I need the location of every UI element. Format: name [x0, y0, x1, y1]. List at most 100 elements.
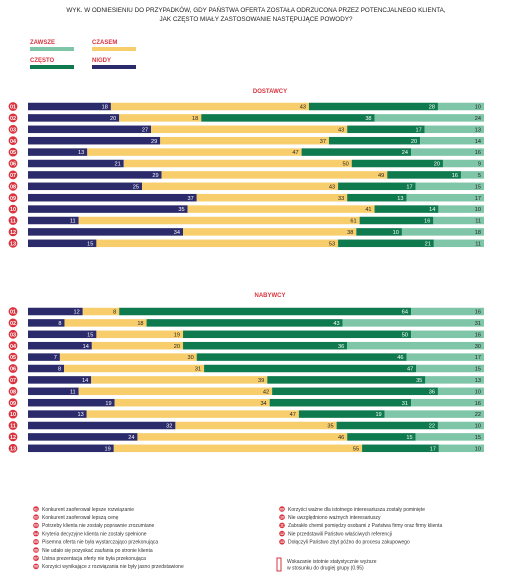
bar-value-label: 21 — [115, 162, 121, 168]
bar-segment-nigdy — [28, 330, 97, 339]
bar-value-label: 10 — [475, 207, 481, 213]
footnote-number: 13 — [280, 540, 284, 544]
bar-value-label: 17 — [430, 446, 436, 452]
bar-row-02: 02 20 18 38 24 — [8, 113, 484, 123]
bar-segment-często — [196, 353, 407, 361]
footnote-text: Konkurent zaoferował lepszą cenę — [42, 515, 119, 521]
bar-segment-czasem — [161, 171, 388, 179]
row-number: 07 — [10, 173, 16, 179]
bar-value-label: 35 — [178, 207, 184, 213]
bar-segment-zawsze — [437, 102, 484, 111]
bar-value-label: 36 — [338, 344, 344, 350]
bar-row-07: 07 14 39 35 13 — [8, 375, 484, 385]
bar-segment-czasem — [113, 444, 363, 453]
footnote-02: 02 Konkurent zaoferował lepszą cenę — [33, 514, 119, 521]
bar-value-label: 14 — [475, 139, 481, 145]
significance-note-line: w stosunku do drugiej grupy (0.95) — [287, 566, 364, 572]
bar-row-04: 04 29 37 20 14 — [8, 136, 484, 146]
bar-segment-zawsze — [416, 364, 484, 373]
row-number-badge — [8, 421, 18, 430]
bar-value-label: 19 — [375, 412, 381, 418]
legend-item-3: CZĘSTO — [30, 58, 74, 69]
row-number: 02 — [10, 321, 16, 327]
legend-label: CZASEM — [92, 40, 117, 46]
bar-value-label: 11 — [475, 219, 481, 225]
bar-segment-zawsze — [411, 148, 484, 156]
bar-segment-czasem — [142, 182, 339, 191]
bar-value-label: 27 — [142, 127, 148, 133]
bar-segment-nigdy — [28, 171, 162, 179]
bar-segment-nigdy — [28, 410, 87, 418]
row-number-badge — [8, 136, 18, 146]
bar-segment-nigdy — [28, 319, 65, 327]
bar-segment-zawsze — [420, 136, 484, 145]
row-number: 03 — [10, 127, 16, 133]
bar-value-label: 30 — [187, 355, 193, 361]
bar-value-label: 15 — [87, 241, 93, 247]
bar-value-label: 31 — [195, 367, 201, 373]
legend-label: ZAWSZE — [30, 40, 55, 46]
row-number-badge — [8, 307, 18, 316]
bar-value-label: 22 — [475, 412, 481, 418]
bar-value-label: 47 — [290, 412, 296, 418]
bar-value-label: 34 — [174, 230, 180, 236]
bar-segment-czasem — [82, 307, 120, 316]
legend-swatch — [30, 47, 74, 51]
bar-segment-czasem — [86, 410, 299, 418]
row-number-badge — [8, 432, 18, 442]
footnote-number: 03 — [34, 524, 38, 528]
bar-value-label: 21 — [425, 241, 431, 247]
footnote-text: Konkurent zaoferował lepsze rozwiązanie — [42, 507, 134, 513]
bar-segment-często — [356, 228, 402, 236]
footnote-number: 12 — [280, 532, 284, 536]
bar-segment-często — [201, 114, 375, 122]
footnote-text: Potrzeby klienta nie zostały poprawnie z… — [42, 523, 154, 529]
bar-segment-nigdy — [28, 125, 152, 134]
bar-segment-czasem — [110, 102, 309, 111]
bar-segment-zawsze — [406, 193, 484, 202]
row-number: 04 — [10, 344, 16, 350]
group-nabywcy: NABYWCY 01 12 8 64 16 02 8 18 43 31 03 15 19 50 16 04 14 2… — [8, 293, 484, 453]
bar-segment-często — [146, 319, 343, 327]
bar-value-label: 24 — [475, 116, 481, 122]
bar-value-label: 37 — [320, 139, 326, 145]
row-number: 10 — [10, 412, 16, 418]
bar-value-label: 16 — [452, 173, 458, 179]
bar-value-label: 8 — [58, 367, 61, 373]
bar-value-label: 16 — [475, 310, 481, 316]
legend-item-1: ZAWSZE — [30, 40, 74, 51]
bar-value-label: 64 — [402, 310, 408, 316]
title-line-2: JAK CZĘSTO MIAŁY ZASTOSOWANIE NASTĘPUJĄC… — [160, 16, 353, 23]
bar-value-label: 8 — [58, 321, 61, 327]
bar-value-label: 24 — [128, 435, 134, 441]
row-number-badge — [8, 193, 18, 203]
bar-segment-często — [347, 125, 425, 134]
bar-value-label: 18 — [102, 105, 108, 111]
bar-segment-często — [347, 433, 416, 441]
bar-segment-czasem — [119, 114, 202, 122]
bar-value-label: 18 — [475, 230, 481, 236]
row-number: 06 — [10, 162, 16, 168]
footnote-number: 09 — [280, 507, 284, 511]
bar-value-label: 33 — [338, 196, 344, 202]
bar-value-label: 28 — [429, 105, 435, 111]
bar-row-03: 03 27 43 17 13 — [8, 124, 484, 134]
bar-segment-często — [347, 193, 407, 202]
row-number: 09 — [10, 196, 16, 202]
row-number: 08 — [10, 184, 16, 190]
row-number: 13 — [10, 446, 16, 452]
bar-value-label: 10 — [393, 230, 399, 236]
footnote-badge — [279, 514, 285, 520]
footnote-badge — [279, 530, 285, 537]
row-number-badge — [8, 409, 18, 419]
bar-value-label: 47 — [292, 150, 298, 156]
bar-value-label: 19 — [174, 332, 180, 338]
bar-row-10: 10 13 47 19 22 — [8, 409, 484, 419]
footnote-text: Ustna prezentacja oferty nie była przeko… — [42, 556, 146, 562]
bar-segment-nigdy — [28, 364, 65, 373]
footnote-number: 07 — [34, 557, 38, 561]
row-number: 11 — [10, 219, 16, 225]
bar-segment-czasem — [187, 205, 375, 213]
row-number: 02 — [10, 116, 16, 122]
